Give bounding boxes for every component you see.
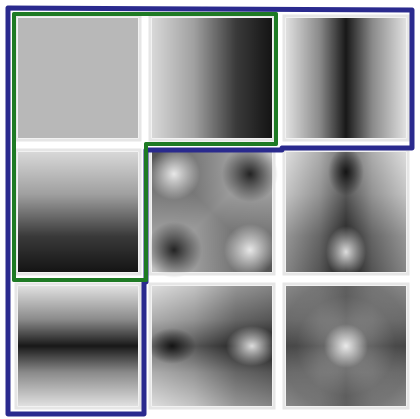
tile-horizontal-band bbox=[282, 14, 410, 142]
tile-gradient-times-band bbox=[148, 282, 278, 410]
tile-horizontal-gradient bbox=[148, 14, 276, 142]
tile-band-times-gradient bbox=[282, 148, 410, 278]
tile-diagonal-product bbox=[146, 146, 278, 278]
tiles-layer bbox=[14, 14, 410, 410]
tile-vertical-gradient bbox=[14, 148, 142, 276]
tile-vertical-band bbox=[14, 282, 142, 410]
inner-group-outline bbox=[12, 12, 278, 282]
tile-constant bbox=[14, 14, 142, 142]
tile-band-product bbox=[282, 282, 410, 410]
group-outlines bbox=[5, 5, 415, 417]
